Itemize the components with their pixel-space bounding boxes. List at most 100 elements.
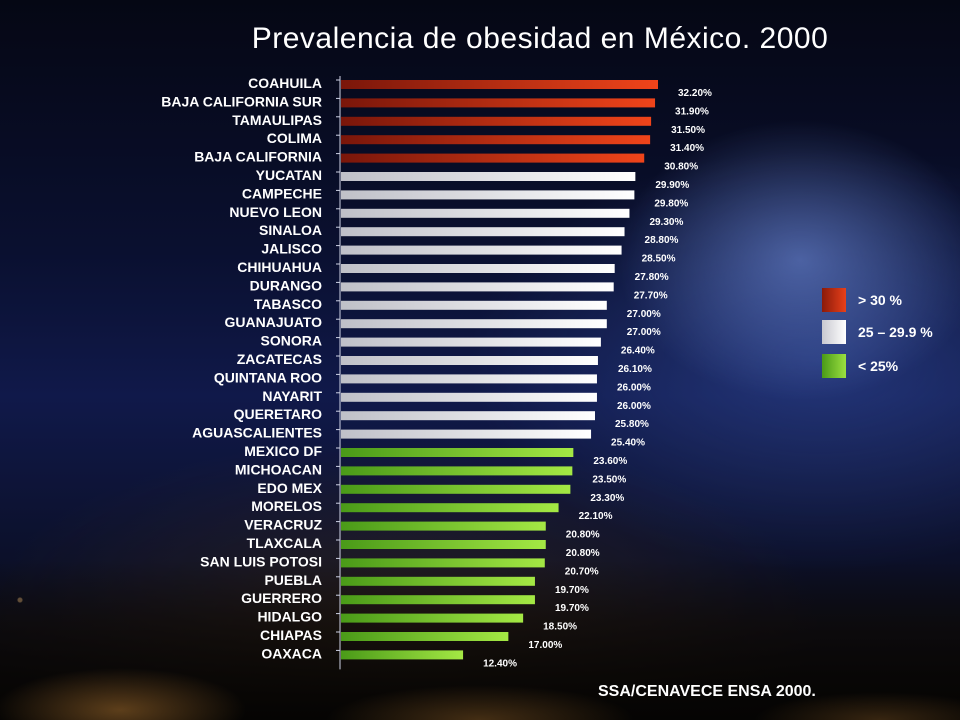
bar-guanajuato bbox=[341, 319, 607, 329]
value-label: 12.40% bbox=[483, 658, 517, 669]
value-label: 29.80% bbox=[654, 198, 688, 209]
bar-veracruz bbox=[341, 521, 546, 531]
category-label: CAMPECHE bbox=[242, 185, 322, 201]
value-label: 25.80% bbox=[615, 419, 649, 430]
category-label: GUERRERO bbox=[241, 590, 322, 606]
bar-baja-california bbox=[341, 153, 645, 163]
category-label: YUCATAN bbox=[256, 167, 322, 183]
value-label: 32.20% bbox=[678, 88, 712, 99]
value-label: 22.10% bbox=[579, 511, 613, 522]
bar-tabasco bbox=[341, 300, 607, 310]
value-label: 27.80% bbox=[635, 272, 669, 283]
value-label: 29.30% bbox=[649, 217, 683, 228]
category-label: COAHUILA bbox=[248, 75, 322, 91]
bar-nayarit bbox=[341, 392, 597, 402]
bar-durango bbox=[341, 282, 614, 292]
category-label: TLAXCALA bbox=[247, 535, 322, 551]
value-label: 19.70% bbox=[555, 603, 589, 614]
value-label: 19.70% bbox=[555, 585, 589, 596]
category-label: CHIHUAHUA bbox=[237, 259, 322, 275]
chart-title: Prevalencia de obesidad en México. 2000 bbox=[251, 22, 829, 55]
bar-queretaro bbox=[341, 411, 595, 421]
bar-quintana-roo bbox=[341, 374, 597, 384]
legend-label-low: < 25% bbox=[858, 358, 899, 374]
value-label: 26.40% bbox=[621, 346, 655, 357]
value-label: 20.70% bbox=[565, 566, 599, 577]
legend-item-high: > 30 % bbox=[822, 288, 902, 312]
bar-campeche bbox=[341, 190, 635, 200]
category-label: COLIMA bbox=[267, 130, 322, 146]
category-label: MICHOACAN bbox=[235, 461, 322, 477]
bar-baja-california-sur bbox=[341, 98, 656, 108]
bar-mexico-df bbox=[341, 448, 574, 457]
category-label: EDO MEX bbox=[257, 480, 322, 496]
category-label: VERACRUZ bbox=[244, 517, 322, 533]
bar-guerrero bbox=[341, 595, 535, 605]
category-label: JALISCO bbox=[261, 241, 322, 257]
bar-nuevo-leon bbox=[341, 208, 630, 218]
value-label: 27.70% bbox=[634, 290, 668, 301]
value-label: 31.50% bbox=[671, 125, 705, 136]
legend-label-high: > 30 % bbox=[858, 292, 902, 308]
category-label: PUEBLA bbox=[264, 572, 322, 588]
value-label: 26.10% bbox=[618, 364, 652, 375]
category-label: AGUASCALIENTES bbox=[192, 425, 322, 441]
value-label: 27.00% bbox=[627, 309, 661, 320]
legend-item-low: < 25% bbox=[822, 354, 898, 378]
bar-san-luis-potosi bbox=[341, 558, 545, 568]
bar-aguascalientes bbox=[341, 429, 592, 439]
value-label: 25.40% bbox=[611, 438, 645, 449]
bar-hidalgo bbox=[341, 613, 524, 623]
source-note: SSA/CENAVECE ENSA 2000. bbox=[598, 683, 816, 700]
bar-colima bbox=[341, 135, 651, 145]
value-label: 28.80% bbox=[645, 235, 679, 246]
category-label: DURANGO bbox=[250, 277, 322, 293]
category-label: TABASCO bbox=[254, 296, 322, 312]
category-label: BAJA CALIFORNIA SUR bbox=[161, 93, 322, 109]
category-label: NUEVO LEON bbox=[229, 204, 322, 220]
category-label: BAJA CALIFORNIA bbox=[194, 149, 322, 165]
category-label: QUINTANA ROO bbox=[214, 369, 322, 385]
bar-morelos bbox=[341, 503, 559, 513]
category-label: MORELOS bbox=[251, 498, 322, 514]
value-label: 20.80% bbox=[566, 548, 600, 559]
value-label: 27.00% bbox=[627, 327, 661, 338]
bar-edo-mex bbox=[341, 484, 571, 494]
category-label: SAN LUIS POTOSI bbox=[200, 553, 322, 569]
category-label: MEXICO DF bbox=[244, 443, 322, 459]
category-label: SONORA bbox=[261, 333, 322, 349]
value-label: 28.50% bbox=[642, 254, 676, 265]
bar-sonora bbox=[341, 337, 601, 347]
bar-chiapas bbox=[341, 632, 509, 641]
category-label: SINALOA bbox=[259, 222, 322, 238]
value-label: 18.50% bbox=[543, 622, 577, 633]
bar-zacatecas bbox=[341, 356, 598, 365]
value-label: 20.80% bbox=[566, 530, 600, 541]
bar-puebla bbox=[341, 576, 535, 586]
category-label: CHIAPAS bbox=[260, 627, 322, 643]
legend-swatch-low bbox=[822, 354, 846, 378]
category-label: HIDALGO bbox=[257, 609, 322, 625]
legend-swatch-high bbox=[822, 288, 846, 312]
bar-tamaulipas bbox=[341, 116, 652, 126]
bar-coahuila bbox=[341, 80, 658, 89]
category-label: GUANAJUATO bbox=[225, 314, 323, 330]
category-label: OAXACA bbox=[261, 645, 322, 661]
value-label: 23.30% bbox=[590, 493, 624, 504]
legend-label-mid: 25 – 29.9 % bbox=[858, 324, 933, 340]
legend-swatch-mid bbox=[822, 320, 846, 344]
category-label: QUERETARO bbox=[234, 406, 323, 422]
category-label: NAYARIT bbox=[262, 388, 322, 404]
value-label: 26.00% bbox=[617, 382, 651, 393]
bar-michoacan bbox=[341, 466, 573, 476]
bar-jalisco bbox=[341, 245, 622, 255]
bar-chihuahua bbox=[341, 264, 615, 273]
value-label: 31.90% bbox=[675, 106, 709, 117]
value-label: 23.60% bbox=[593, 456, 627, 467]
value-label: 30.80% bbox=[664, 162, 698, 173]
value-label: 17.00% bbox=[528, 640, 562, 651]
bar-oaxaca bbox=[341, 650, 464, 660]
value-label: 23.50% bbox=[592, 474, 626, 485]
category-label: TAMAULIPAS bbox=[232, 112, 322, 128]
